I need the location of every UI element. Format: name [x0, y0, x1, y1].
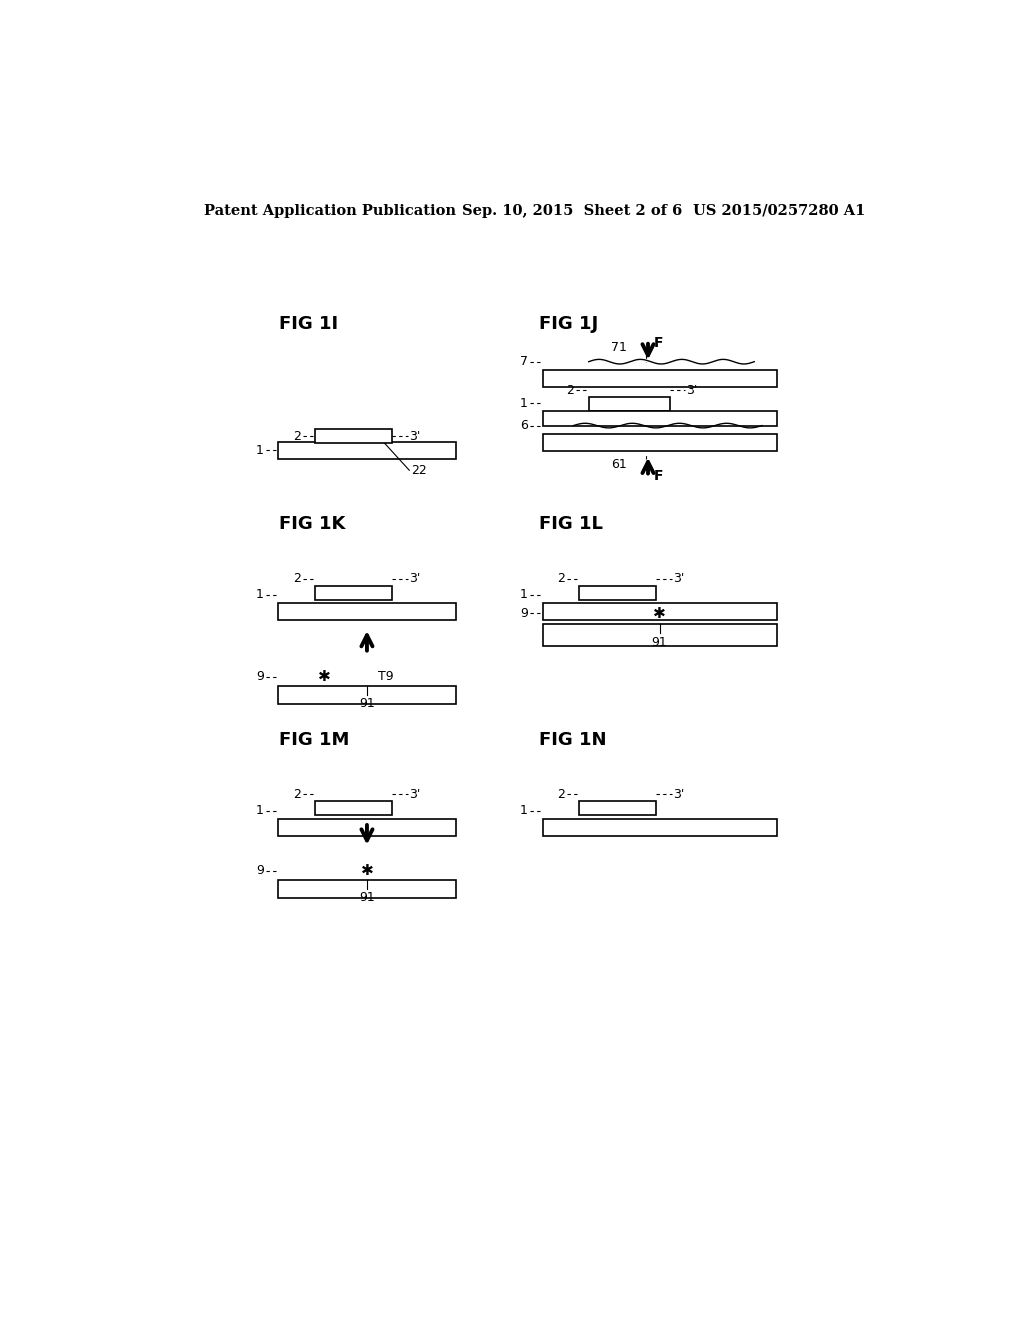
Text: 3': 3': [686, 384, 698, 397]
Text: 3': 3': [410, 573, 421, 585]
Bar: [315, 801, 392, 816]
Text: FIG 1K: FIG 1K: [280, 515, 345, 533]
Bar: [315, 429, 392, 444]
Text: 2: 2: [557, 788, 565, 801]
Bar: [279, 686, 456, 705]
Text: 2: 2: [557, 573, 565, 585]
Bar: [279, 442, 456, 459]
Text: 91: 91: [651, 636, 668, 649]
Text: 3': 3': [674, 573, 685, 585]
Text: 3': 3': [674, 788, 685, 801]
Text: 3': 3': [410, 430, 421, 444]
Text: 1: 1: [256, 444, 264, 457]
Text: FIG 1M: FIG 1M: [280, 731, 349, 748]
Text: F: F: [654, 470, 664, 483]
Bar: [543, 624, 777, 645]
Text: 2: 2: [293, 788, 301, 801]
Text: 2: 2: [566, 384, 574, 397]
Text: US 2015/0257280 A1: US 2015/0257280 A1: [692, 203, 865, 218]
Bar: [543, 411, 777, 426]
Text: Patent Application Publication: Patent Application Publication: [204, 203, 456, 218]
Text: FIG 1J: FIG 1J: [539, 315, 598, 333]
Bar: [543, 370, 777, 387]
Bar: [589, 397, 670, 411]
Text: 6: 6: [520, 418, 528, 432]
Text: 2: 2: [293, 430, 301, 444]
Text: ✱: ✱: [318, 669, 331, 684]
Text: 1: 1: [256, 589, 264, 602]
Bar: [315, 586, 392, 599]
Text: 22: 22: [411, 463, 427, 477]
Text: ✱: ✱: [653, 606, 666, 620]
Bar: [279, 880, 456, 899]
Text: 91: 91: [359, 891, 375, 904]
Bar: [543, 434, 777, 451]
Text: 61: 61: [610, 458, 627, 471]
Text: FIG 1N: FIG 1N: [539, 731, 606, 748]
Text: T9: T9: [379, 671, 394, 684]
Text: 9: 9: [256, 865, 264, 878]
Text: 9: 9: [520, 607, 528, 620]
Text: 1: 1: [520, 589, 528, 602]
Text: 1: 1: [256, 804, 264, 817]
Text: Sep. 10, 2015  Sheet 2 of 6: Sep. 10, 2015 Sheet 2 of 6: [462, 203, 682, 218]
Text: 91: 91: [359, 697, 375, 710]
Text: 7: 7: [520, 355, 528, 368]
Text: 2: 2: [293, 573, 301, 585]
Text: 1: 1: [520, 397, 528, 409]
Text: 1: 1: [520, 804, 528, 817]
Bar: [543, 818, 777, 836]
Bar: [580, 801, 656, 816]
Text: F: F: [654, 337, 664, 350]
Bar: [543, 603, 777, 620]
Bar: [279, 818, 456, 836]
Text: ✱: ✱: [360, 863, 374, 878]
Text: FIG 1L: FIG 1L: [539, 515, 602, 533]
Text: 71: 71: [610, 341, 627, 354]
Text: 9: 9: [256, 671, 264, 684]
Text: FIG 1I: FIG 1I: [280, 315, 338, 333]
Bar: [580, 586, 656, 599]
Bar: [279, 603, 456, 620]
Text: 3': 3': [410, 788, 421, 801]
